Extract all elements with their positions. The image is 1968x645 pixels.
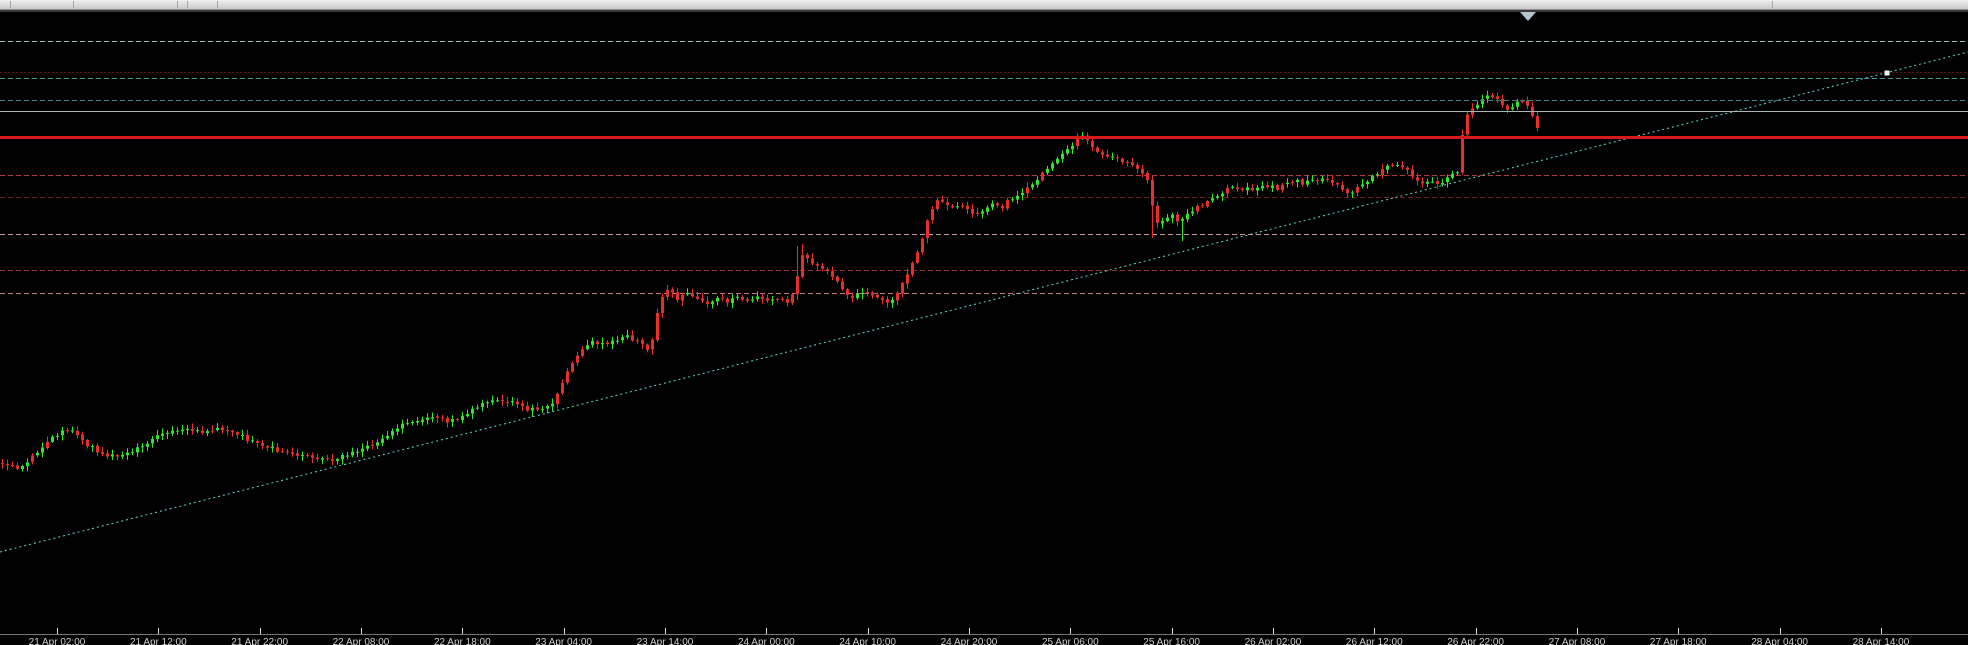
time-axis-tick — [462, 628, 464, 634]
time-axis-tick — [1475, 628, 1477, 634]
dark-red-dashed-level-4[interactable] — [0, 270, 1968, 271]
time-axis-tick — [158, 628, 160, 634]
time-axis-label: 26 Apr 12:00 — [1345, 637, 1403, 645]
faint-dark-red-dotted[interactable] — [0, 72, 1968, 73]
time-axis-label: 27 Apr 08:00 — [1548, 637, 1606, 645]
time-axis-tick — [766, 628, 768, 634]
toolbar-separator — [187, 1, 188, 8]
toolbar-separator — [10, 1, 11, 8]
time-axis-tick — [1880, 628, 1882, 634]
teal-dashed-upper[interactable] — [0, 78, 1968, 80]
chart-shift-marker-icon[interactable] — [1520, 12, 1536, 21]
time-axis-tick — [259, 628, 261, 634]
time-axis-tick — [1171, 628, 1173, 634]
time-axis-label: 26 Apr 02:00 — [1244, 637, 1302, 645]
toolbar-dark-edge — [0, 10, 1968, 12]
time-axis-label: 23 Apr 04:00 — [535, 637, 592, 645]
time-axis-tick — [1070, 628, 1072, 634]
time-axis-label: 25 Apr 06:00 — [1041, 637, 1099, 645]
time-axis-tick — [1576, 628, 1578, 634]
toolbar-separator — [217, 1, 218, 8]
resistance-dashed-white[interactable] — [0, 41, 1968, 42]
time-axis-label: 25 Apr 16:00 — [1143, 637, 1200, 645]
toolbar-separator — [177, 1, 178, 8]
pink-dashed-level-3[interactable] — [0, 233, 1968, 235]
time-axis-tick — [563, 628, 565, 634]
time-axis-label: 28 Apr 14:00 — [1852, 637, 1910, 645]
time-axis-tick — [1678, 628, 1680, 634]
toolbar-separator — [73, 1, 74, 8]
dark-red-dashed-level-2[interactable] — [0, 196, 1968, 198]
time-axis-label: 21 Apr 12:00 — [129, 637, 187, 645]
trendline-group[interactable] — [0, 51, 1968, 553]
time-axis-tick — [867, 628, 869, 634]
time-axis-tick — [360, 628, 362, 634]
time-axis-tick — [1374, 628, 1376, 634]
time-axis-label: 26 Apr 22:00 — [1447, 637, 1504, 645]
trendline-handle-group[interactable] — [1884, 70, 1890, 76]
time-axis-tick — [1779, 628, 1781, 634]
time-axis-label: 21 Apr 02:00 — [28, 637, 86, 645]
time-axis-tick — [664, 628, 666, 634]
pink-dashed-level-5[interactable] — [0, 293, 1968, 294]
time-axis-tick — [968, 628, 970, 634]
time-axis-label: 21 Apr 22:00 — [231, 637, 289, 645]
time-axis-label: 22 Apr 18:00 — [433, 637, 491, 645]
red-dashed-level-1[interactable] — [0, 175, 1968, 176]
silver-solid-line[interactable] — [0, 111, 1968, 113]
time-axis-line — [0, 634, 1968, 635]
time-axis-tick — [1272, 628, 1274, 634]
time-axis-label: 24 Apr 00:00 — [737, 637, 795, 645]
teal-dashed-lower[interactable] — [0, 100, 1968, 102]
toolbar-strip[interactable] — [0, 0, 1968, 10]
toolbar-separator — [1772, 1, 1773, 8]
time-axis-tick — [57, 628, 58, 634]
time-axis-label: 28 Apr 04:00 — [1751, 637, 1808, 645]
time-axis-label: 24 Apr 10:00 — [839, 637, 896, 645]
red-solid-resistance[interactable] — [0, 135, 1968, 139]
time-axis-label: 27 Apr 18:00 — [1649, 637, 1707, 645]
candles-layer — [1, 90, 1539, 472]
time-axis-label: 23 Apr 14:00 — [636, 637, 694, 645]
time-axis-label: 24 Apr 20:00 — [940, 637, 998, 645]
time-axis-label: 22 Apr 08:00 — [332, 637, 390, 645]
